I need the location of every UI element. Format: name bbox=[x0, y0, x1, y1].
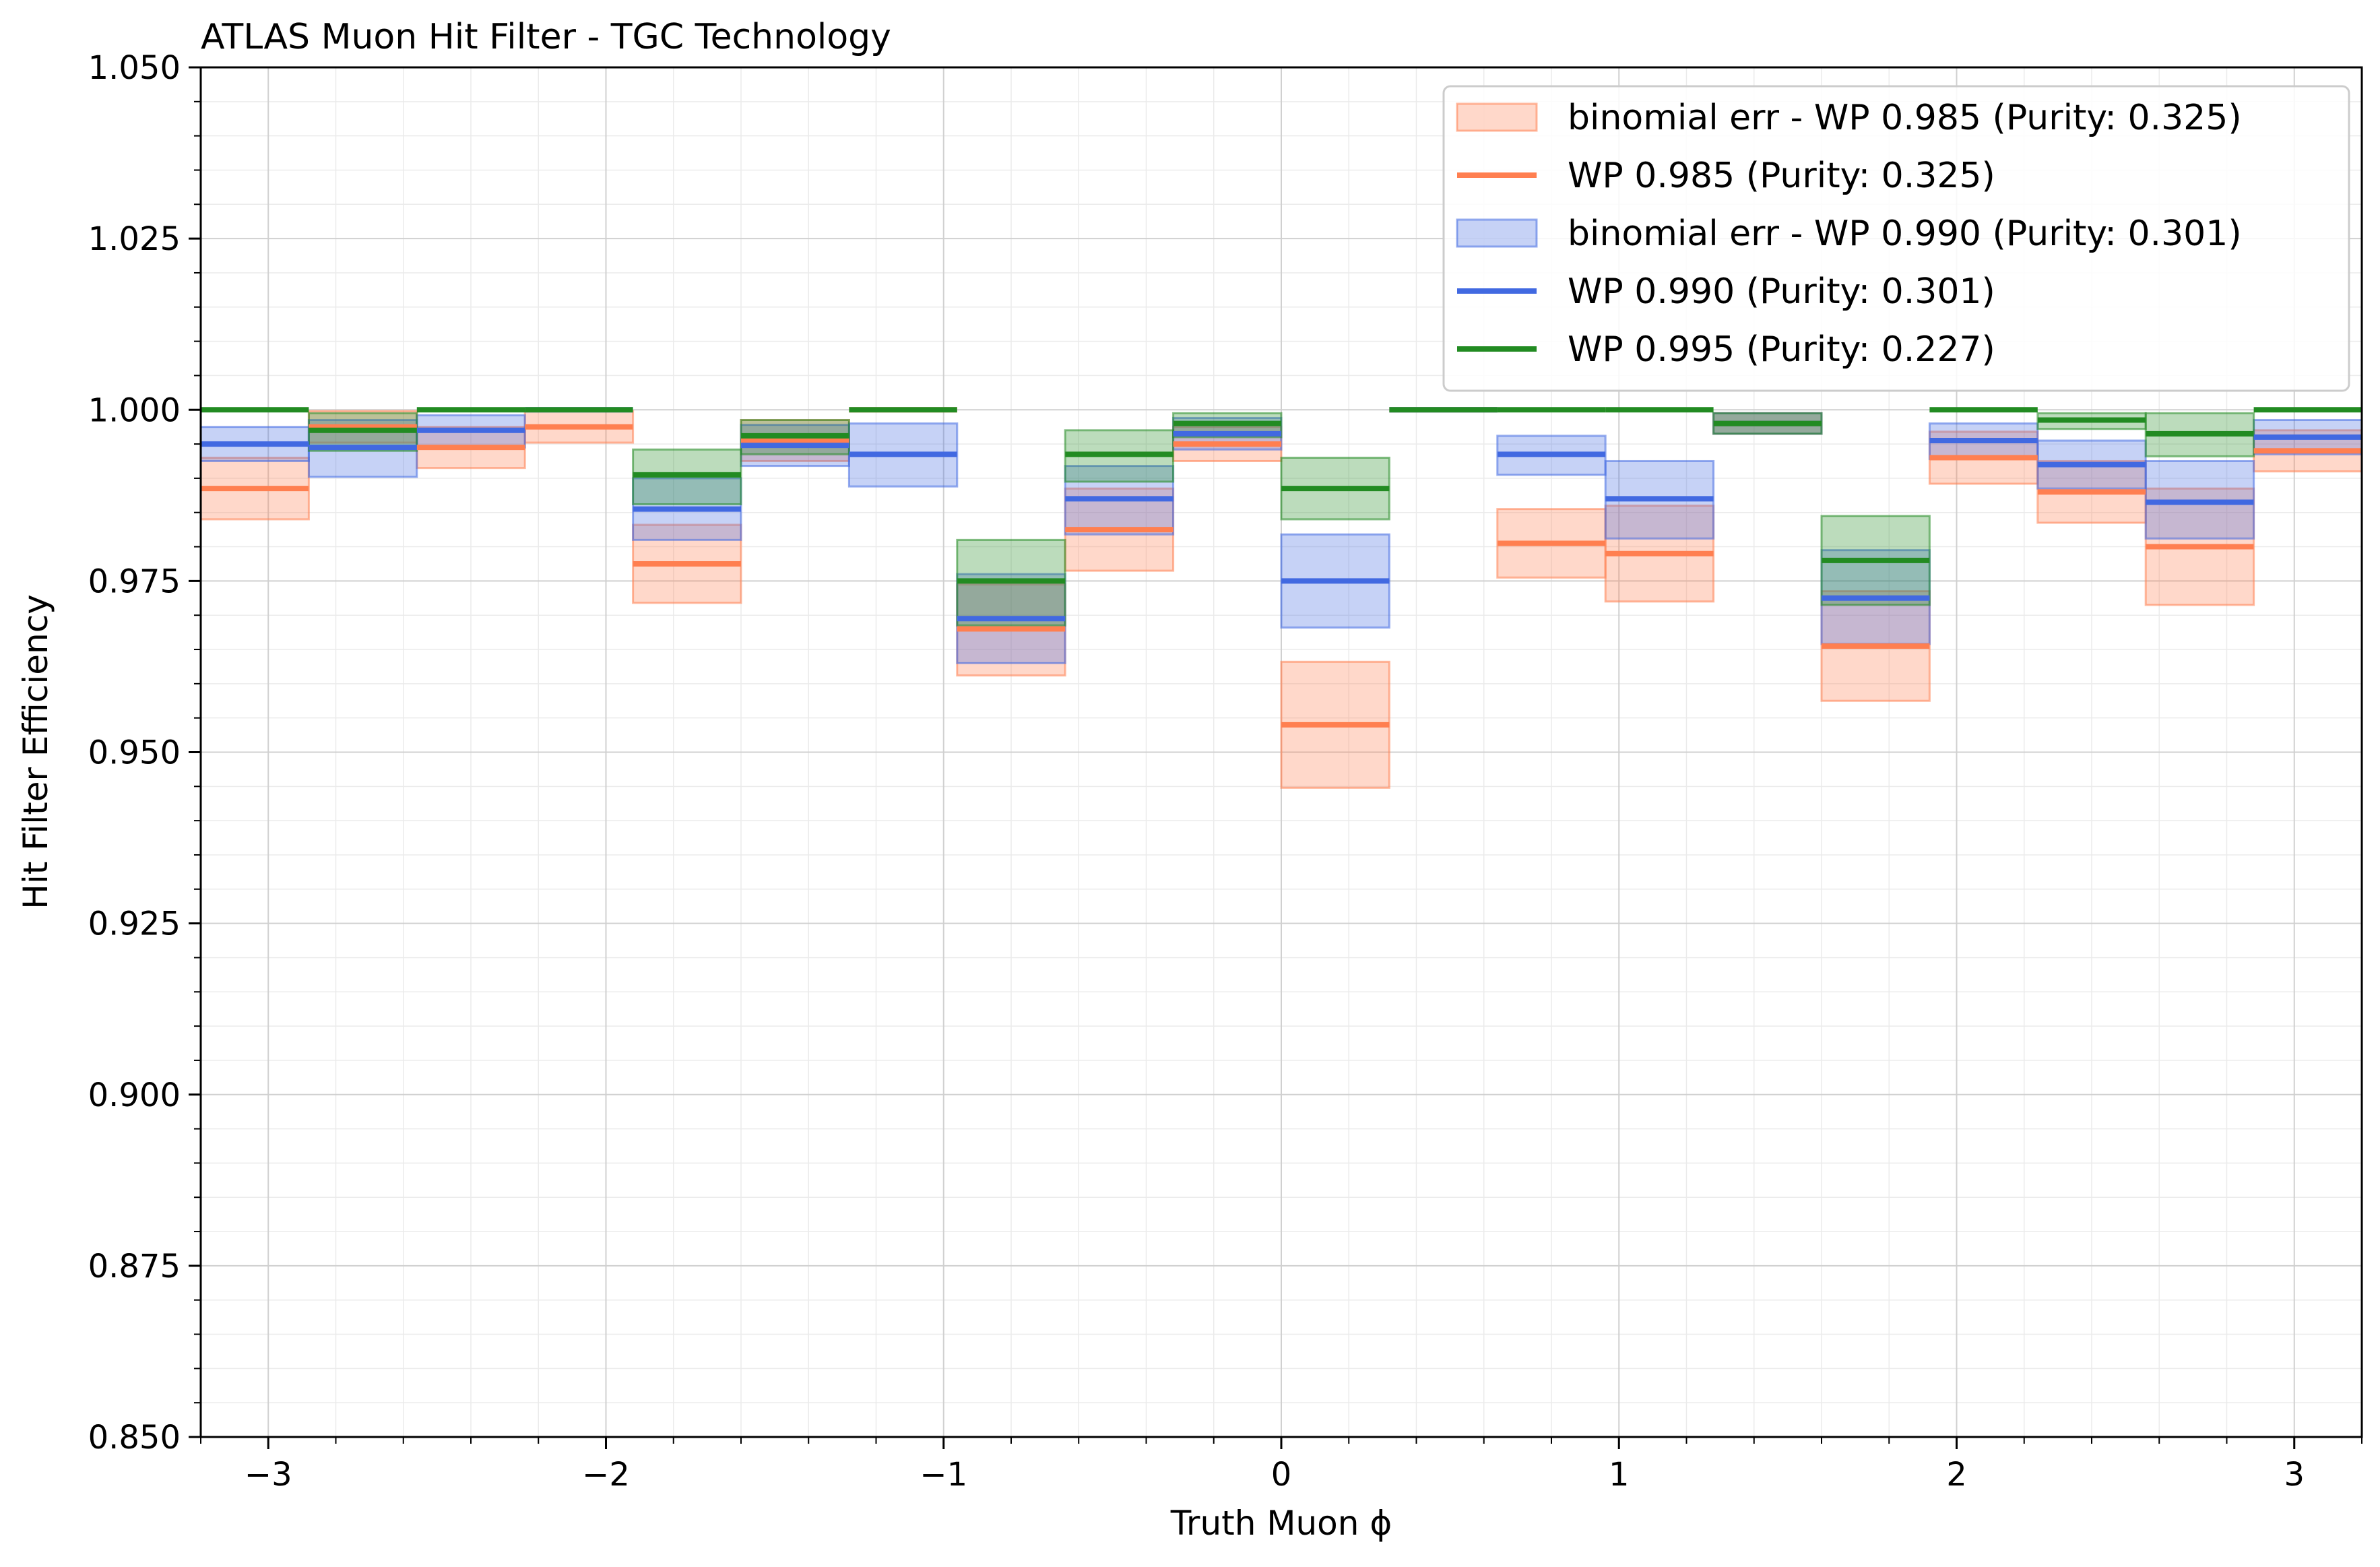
legend-band-swatch bbox=[1456, 102, 1538, 132]
y-tick-label: 0.850 bbox=[88, 1419, 181, 1457]
legend-label: WP 0.990 (Purity: 0.301) bbox=[1568, 271, 1995, 312]
legend-label: binomial err - WP 0.990 (Purity: 0.301) bbox=[1568, 214, 2242, 254]
y-tick-label: 0.975 bbox=[88, 563, 181, 600]
y-tick-label: 0.875 bbox=[88, 1248, 181, 1285]
x-tick-label: −3 bbox=[245, 1456, 292, 1494]
x-tick-label: 3 bbox=[2284, 1456, 2305, 1494]
x-tick-label: 1 bbox=[1609, 1456, 1630, 1494]
y-tick-label: 0.925 bbox=[88, 905, 181, 943]
x-tick-label: −2 bbox=[582, 1456, 630, 1494]
grid bbox=[200, 67, 2362, 1438]
y-tick-label: 1.000 bbox=[88, 391, 181, 429]
legend-label: binomial err - WP 0.985 (Purity: 0.325) bbox=[1568, 98, 2242, 138]
y-axis-title: Hit Filter Efficiency bbox=[16, 594, 55, 909]
y-tick-label: 1.050 bbox=[88, 49, 181, 87]
chart-title: ATLAS Muon Hit Filter - TGC Technology bbox=[201, 17, 891, 57]
y-tick-label: 0.900 bbox=[88, 1077, 181, 1114]
legend-box bbox=[1442, 85, 2350, 392]
legend-band-swatch bbox=[1456, 218, 1538, 248]
x-tick-label: 0 bbox=[1271, 1456, 1292, 1494]
legend: binomial err - WP 0.985 (Purity: 0.325) W… bbox=[1442, 85, 2350, 392]
y-tick-label: 1.025 bbox=[88, 220, 181, 258]
x-axis-title: Truth Muon ϕ bbox=[1170, 1504, 1392, 1543]
legend-label: WP 0.985 (Purity: 0.325) bbox=[1568, 156, 1995, 196]
x-tick-label: −1 bbox=[920, 1456, 967, 1494]
series-lines bbox=[201, 407, 2362, 728]
legend-label: WP 0.995 (Purity: 0.227) bbox=[1568, 329, 1995, 370]
x-tick-label: 2 bbox=[1946, 1456, 1967, 1494]
y-tick-label: 0.950 bbox=[88, 734, 181, 772]
axis-ticks: −3 −2 −1 0 1 2 3 0.850 0.875 0.900 0.925 0.950 0.975… bbox=[88, 49, 2362, 1494]
